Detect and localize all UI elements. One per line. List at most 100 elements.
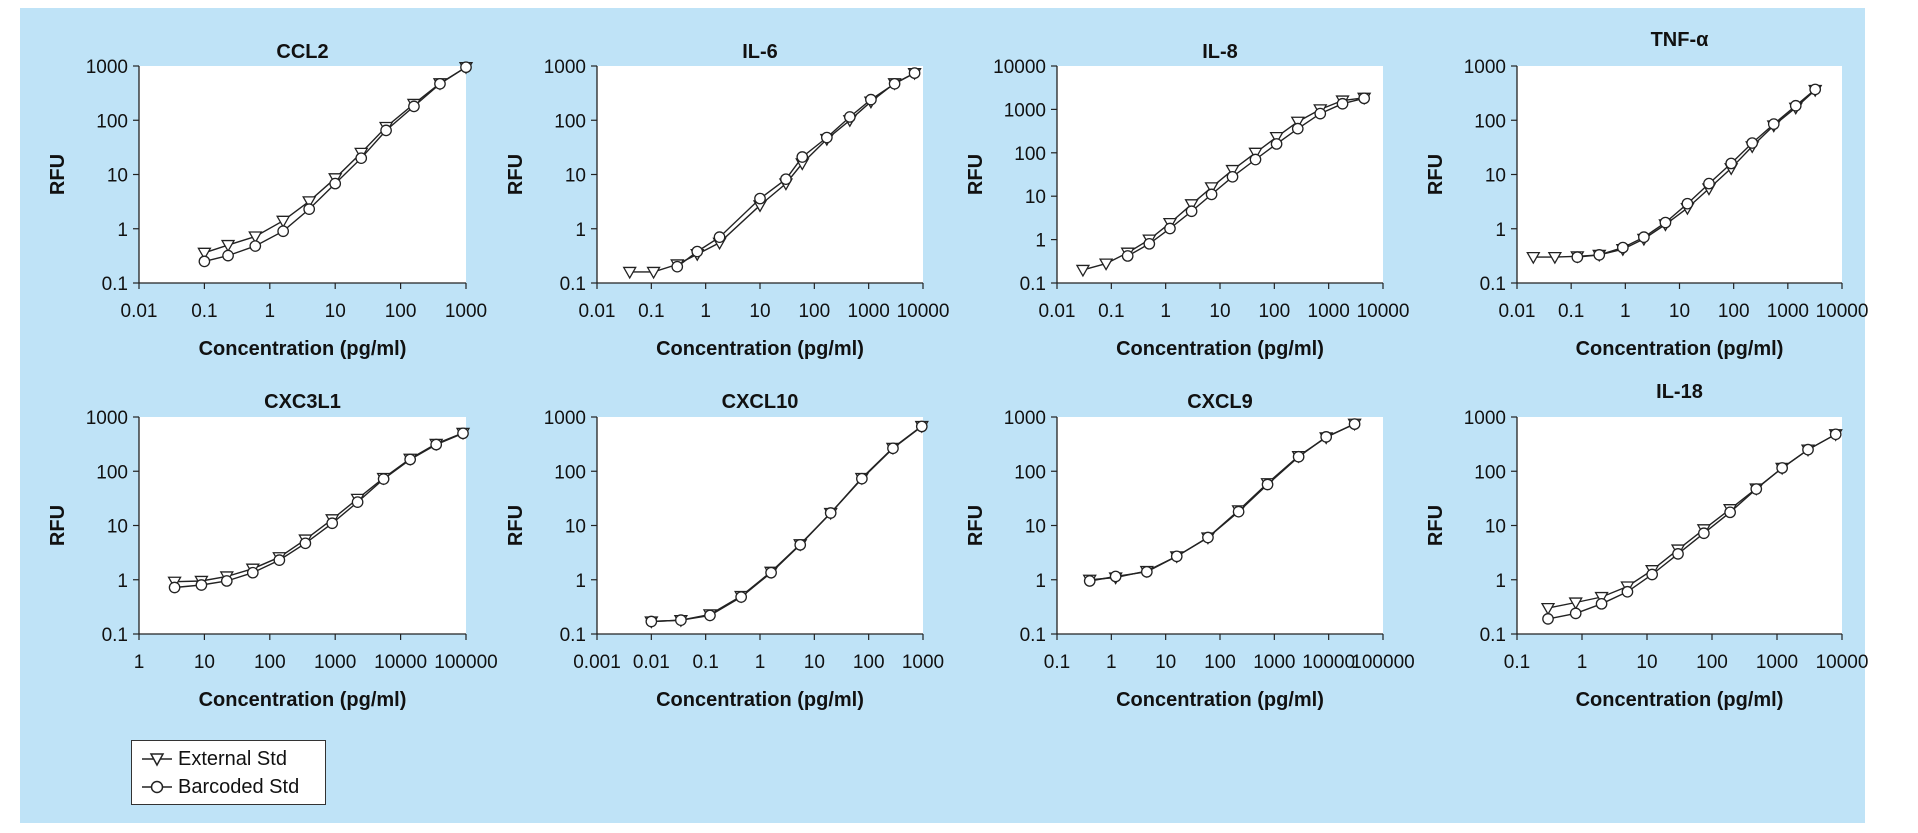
x-tick-label: 0.01 (1039, 301, 1076, 322)
y-tick-label: 10 (565, 517, 586, 538)
data-point-circle (277, 225, 289, 238)
data-point-triangle (1526, 251, 1541, 265)
triangle-marker-icon (142, 753, 172, 767)
y-tick-label: 10 (565, 166, 586, 187)
x-tick-label: 0.01 (579, 301, 616, 322)
y-tick-label: 10 (107, 517, 128, 538)
x-tick-label: 100 (254, 652, 286, 673)
data-point-circle (843, 111, 856, 123)
x-tick-label: 10 (1669, 301, 1690, 322)
chart-title: TNF-α (1651, 29, 1710, 51)
series-barcoded (198, 61, 472, 268)
x-axis-label: Concentration (pg/ml) (656, 338, 864, 360)
series-barcoded (1083, 418, 1361, 587)
y-axis-label: RFU (47, 154, 69, 195)
x-tick-label: 10 (1636, 652, 1657, 673)
y-axis-label: RFU (965, 505, 987, 546)
data-point-triangle (276, 215, 291, 229)
data-point-triangle (1540, 602, 1556, 616)
data-point-triangle (248, 231, 263, 244)
x-axis-label: Concentration (pg/ml) (1576, 689, 1784, 711)
x-tick-label: 100 (1718, 301, 1750, 322)
y-tick-label: 1000 (1464, 408, 1506, 429)
data-point-circle (1270, 138, 1283, 150)
data-point-circle (1358, 92, 1371, 105)
data-point-circle (675, 614, 687, 627)
data-point-circle (408, 100, 420, 113)
x-tick-label: 1000 (314, 652, 356, 673)
y-tick-label: 0.1 (1020, 625, 1046, 646)
y-axis-label: RFU (1425, 154, 1447, 195)
x-axis-label: Concentration (pg/ml) (199, 689, 407, 711)
x-tick-label: 100 (385, 301, 417, 322)
data-point-circle (198, 255, 211, 268)
data-point-triangle (1568, 597, 1583, 610)
x-axis-label: Concentration (pg/ml) (199, 338, 407, 360)
legend-label-external: External Std (178, 747, 287, 770)
data-point-circle (299, 537, 312, 550)
data-point-circle (380, 124, 392, 137)
x-tick-label: 1 (1106, 652, 1117, 673)
data-point-circle (796, 151, 809, 163)
data-point-circle (1638, 231, 1650, 244)
data-point-triangle (1248, 147, 1263, 161)
y-tick-label: 1 (117, 571, 128, 592)
x-tick-label: 1 (134, 652, 145, 673)
data-point-circle (1698, 527, 1710, 540)
y-tick-label: 100 (96, 111, 128, 132)
x-tick-label: 0.01 (1499, 301, 1536, 322)
y-tick-label: 1000 (1004, 100, 1046, 121)
y-axis-label: RFU (965, 154, 987, 195)
plot-area (139, 66, 466, 283)
series-barcoded (1571, 83, 1822, 263)
y-axis-label: RFU (1425, 505, 1447, 546)
x-tick-label: 1000 (1308, 301, 1350, 322)
y-tick-label: 1 (1035, 571, 1046, 592)
data-point-circle (1725, 157, 1738, 170)
y-tick-label: 1 (575, 571, 586, 592)
x-tick-label: 1000 (1767, 301, 1809, 322)
data-point-circle (645, 615, 658, 628)
plot-area (1517, 417, 1842, 634)
x-tick-label: 1000 (848, 301, 890, 322)
x-tick-label: 100 (1204, 652, 1236, 673)
x-tick-label: 0.1 (638, 301, 664, 322)
series-barcoded (645, 420, 928, 628)
y-tick-label: 100 (1474, 462, 1506, 483)
series-line (651, 425, 923, 623)
x-tick-label: 10 (1155, 652, 1176, 673)
data-point-circle (1595, 597, 1608, 610)
data-point-triangle (622, 266, 637, 280)
x-tick-label: 1 (755, 652, 766, 673)
data-point-circle (1802, 443, 1814, 456)
x-tick-label: 100 (853, 652, 885, 673)
y-tick-label: 0.1 (560, 625, 586, 646)
data-point-circle (1569, 607, 1582, 620)
data-point-circle (1291, 122, 1304, 135)
x-tick-label: 0.1 (1558, 301, 1584, 322)
data-point-circle (1292, 450, 1305, 463)
chart-title: IL-6 (742, 41, 778, 63)
x-tick-label: 10 (325, 301, 346, 322)
y-tick-label: 10 (107, 166, 128, 187)
data-point-circle (1348, 418, 1361, 430)
data-point-circle (1789, 99, 1802, 112)
data-point-circle (1617, 241, 1629, 254)
x-tick-label: 1000 (1253, 652, 1295, 673)
data-point-circle (404, 453, 417, 466)
x-tick-label: 1000 (445, 301, 487, 322)
data-point-circle (1164, 222, 1176, 235)
x-tick-label: 1 (265, 301, 276, 322)
x-tick-label: 10 (1209, 301, 1230, 322)
x-axis-label: Concentration (pg/ml) (1576, 338, 1784, 360)
y-tick-label: 1000 (544, 57, 586, 78)
y-tick-label: 1000 (544, 408, 586, 429)
data-point-circle (168, 581, 181, 594)
data-point-triangle (1547, 251, 1562, 265)
data-point-circle (1750, 483, 1763, 495)
y-tick-label: 0.1 (1020, 274, 1046, 295)
x-tick-label: 1000 (1756, 652, 1798, 673)
data-point-triangle (1269, 131, 1284, 145)
data-point-circle (1320, 431, 1333, 443)
data-point-circle (1646, 568, 1658, 581)
